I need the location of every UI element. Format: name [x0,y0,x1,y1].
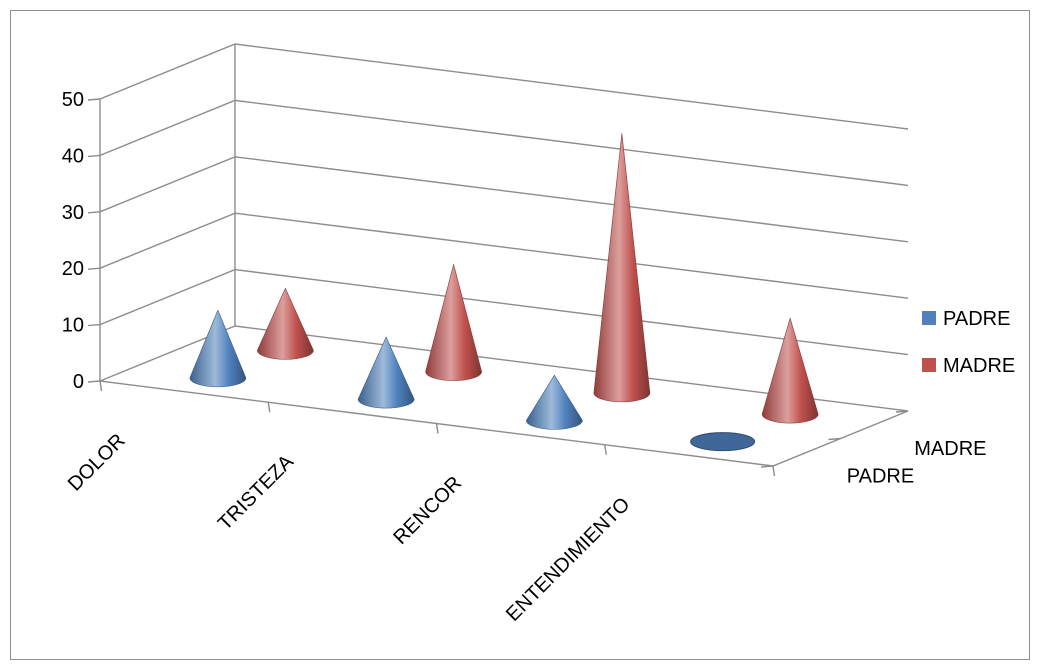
y-axis: 0 10 20 30 40 50 [62,89,101,393]
x-tick [604,444,607,455]
cone-body [526,374,583,430]
y-tick-label: 50 [62,89,84,111]
y-tick-label: 20 [62,258,84,280]
x-tick-label: TRISTEZA [214,450,298,534]
y-tick-label: 40 [62,145,84,167]
x-tick-label: ENTENDIMIENTO [502,493,634,625]
cone-body [593,133,651,403]
depth-tick [895,410,909,413]
x-tick [435,423,439,434]
gridline [99,43,909,130]
legend-label: PADRE [943,308,1010,330]
legend-label: MADRE [943,355,1015,377]
cone [257,287,314,360]
x-tick-label: DOLOR [64,430,130,496]
cone-base [690,432,756,452]
y-tick-label: 10 [62,315,84,337]
y-tick [87,98,101,101]
legend-swatch [922,358,936,372]
chart-walls [99,43,909,412]
cone-body [761,317,819,424]
x-tick [772,465,776,477]
depth-tick-label: MADRE [914,438,986,460]
cone [526,374,583,430]
y-tick-label: 30 [62,202,84,224]
depth-tick [760,465,774,468]
cone-body [189,309,247,388]
chart-cones [189,133,819,452]
cone [761,317,819,424]
cone [425,263,482,381]
y-tick [87,323,101,327]
y-tick-label: 0 [73,371,84,393]
cone [593,133,651,403]
depth-tick-label: PADRE [847,465,914,487]
y-tick [87,380,101,383]
cone-body [257,287,314,360]
cone [690,432,756,452]
cone-body [425,263,482,381]
depth-tick [828,437,841,441]
cone [357,336,415,409]
y-tick [87,267,101,270]
y-tick [87,154,101,158]
legend: PADRE MADRE [922,308,1015,377]
x-tick [267,402,271,413]
chart-frame [10,10,1030,660]
x-tick [99,380,103,392]
cone [189,309,247,388]
y-tick [87,211,101,214]
x-axis: DOLOR TRISTEZA RENCOR ENTENDIMIENTO [64,380,776,626]
x-tick-label: RENCOR [389,472,466,549]
legend-swatch [922,311,936,325]
cone-body [357,336,415,409]
